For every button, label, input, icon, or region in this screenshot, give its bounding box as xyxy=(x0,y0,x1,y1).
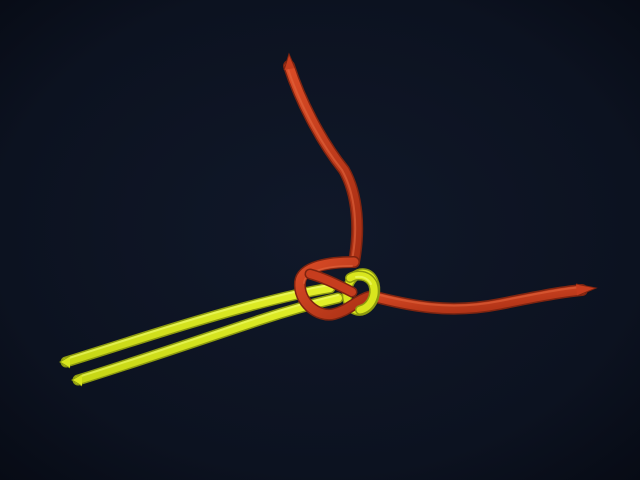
red-rope xyxy=(283,52,598,315)
yellow-rope-pair xyxy=(59,282,344,387)
loop-knot xyxy=(293,256,381,321)
